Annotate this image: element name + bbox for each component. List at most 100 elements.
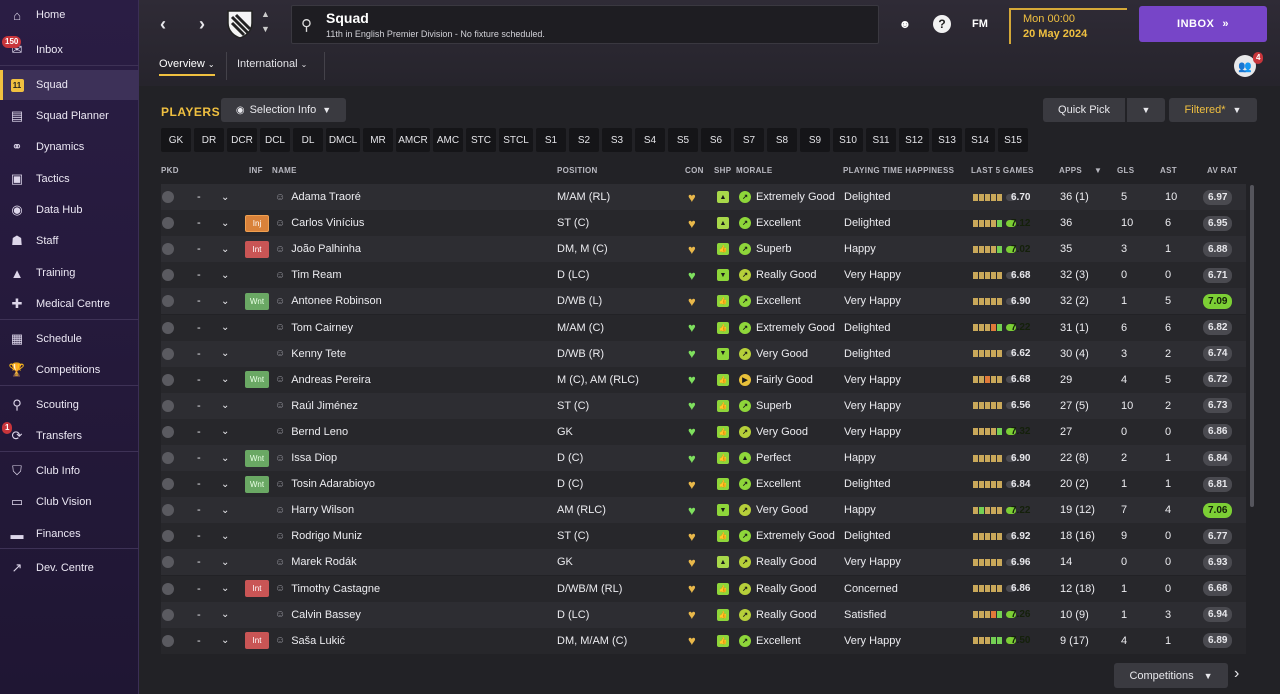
table-row[interactable]: - ⌄ Wnt ☺ Issa Diop D (C) ♥ 👍 ▲ Perfect Happy 6.90 2… — [161, 445, 1246, 471]
pkd-toggle[interactable] — [162, 471, 174, 497]
player-name-cell[interactable]: ☺ Tim Ream — [275, 262, 342, 288]
position-filter-s11[interactable]: S11 — [866, 128, 896, 152]
info-tag[interactable]: Wnt — [245, 288, 269, 314]
col-gls[interactable]: GLS — [1117, 166, 1135, 175]
club-badge-icon[interactable] — [226, 9, 254, 39]
table-row[interactable]: - ⌄ ☺ Harry Wilson AM (RLC) ♥ ▼ ↗ Very Good Happy… — [161, 497, 1246, 524]
row-dropdown-chevron-icon[interactable]: ⌄ — [221, 452, 230, 464]
pkd-toggle[interactable] — [162, 497, 174, 523]
info-tag[interactable]: Int — [245, 628, 269, 654]
player-name[interactable]: Carlos Vinícius — [291, 217, 365, 230]
col-playing-time-happiness[interactable]: PLAYING TIME HAPPINESS — [843, 166, 955, 175]
player-name[interactable]: Antonee Robinson — [291, 295, 382, 308]
fm-menu-button[interactable]: FM — [972, 18, 988, 30]
table-row[interactable]: - ⌄ ☺ Bernd Leno GK ♥ 👍 ↗ Very Good Very Happy 7.3… — [161, 418, 1246, 445]
sidebar-item-data-hub[interactable]: ◉ Data Hub — [0, 195, 139, 225]
position-filter-s12[interactable]: S12 — [899, 128, 929, 152]
row-dropdown-chevron-icon[interactable]: ⌄ — [221, 191, 230, 203]
col-inf[interactable]: INF — [249, 166, 263, 175]
sidebar-item-medical-centre[interactable]: ✚ Medical Centre — [0, 289, 139, 319]
position-filter-gk[interactable]: GK — [161, 128, 191, 152]
pkd-toggle[interactable] — [162, 576, 174, 602]
player-name[interactable]: Marek Rodák — [291, 556, 357, 569]
date-box[interactable]: Mon 00:00 20 May 2024 — [1009, 8, 1127, 44]
pkd-toggle[interactable] — [162, 628, 174, 654]
col-name[interactable]: NAME — [272, 166, 297, 175]
col-apps[interactable]: APPS — [1059, 166, 1082, 175]
table-row[interactable]: - ⌄ ☺ Rodrigo Muniz ST (C) ♥ 👍 ↗ Extremely Good D… — [161, 523, 1246, 550]
position-filter-dcr[interactable]: DCR — [227, 128, 257, 152]
position-filter-s7[interactable]: S7 — [734, 128, 764, 152]
position-filter-stc[interactable]: STC — [466, 128, 496, 152]
sidebar-item-tactics[interactable]: ▣ Tactics — [0, 164, 139, 194]
sidebar-item-dynamics[interactable]: ⚭ Dynamics — [0, 132, 139, 162]
player-name-cell[interactable]: ☺ Saša Lukić — [275, 628, 345, 654]
position-filter-dr[interactable]: DR — [194, 128, 224, 152]
community-icon[interactable]: ☻ — [898, 17, 912, 31]
sidebar-item-club-info[interactable]: ⛉ Club Info — [0, 456, 139, 486]
table-row[interactable]: - ⌄ Int ☺ João Palhinha DM, M (C) ♥ 👍 ↗ Superb Hap… — [161, 236, 1246, 263]
player-name-cell[interactable]: ☺ Issa Diop — [275, 445, 337, 471]
sidebar-item-competitions[interactable]: 🏆 Competitions — [0, 355, 139, 385]
position-filter-s15[interactable]: S15 — [998, 128, 1028, 152]
search-icon[interactable]: ⚲ — [301, 17, 312, 34]
sidebar-item-dev-centre[interactable]: ↗ Dev. Centre — [0, 553, 139, 583]
filtered-button[interactable]: Filtered* ▼ — [1169, 98, 1257, 122]
player-name-cell[interactable]: ☺ Adama Traoré — [275, 184, 361, 210]
info-tag[interactable]: Inj — [245, 210, 269, 236]
player-name-cell[interactable]: ☺ Andreas Pereira — [275, 367, 371, 393]
pkd-toggle[interactable] — [162, 315, 174, 341]
people-icon[interactable]: 👥 — [1234, 55, 1256, 77]
pkd-toggle[interactable] — [162, 523, 174, 549]
col-shp[interactable]: SHP — [714, 166, 732, 175]
player-name-cell[interactable]: ☺ Antonee Robinson — [275, 288, 382, 314]
player-name-cell[interactable]: ☺ Bernd Leno — [275, 419, 348, 445]
selection-info-button[interactable]: ◉ Selection Info ▼ — [221, 98, 346, 122]
player-name-cell[interactable]: ☺ Timothy Castagne — [275, 576, 380, 602]
row-dropdown-chevron-icon[interactable]: ⌄ — [221, 478, 230, 490]
player-name-cell[interactable]: ☺ Marek Rodák — [275, 549, 357, 575]
row-dropdown-chevron-icon[interactable]: ⌄ — [221, 530, 230, 542]
position-filter-mr[interactable]: MR — [363, 128, 393, 152]
row-dropdown-chevron-icon[interactable]: ⌄ — [221, 217, 230, 229]
table-row[interactable]: - ⌄ Int ☺ Saša Lukić DM, M/AM (C) ♥ 👍 ↗ Excellent… — [161, 627, 1246, 654]
col-morale[interactable]: MORALE — [736, 166, 773, 175]
pkd-toggle[interactable] — [162, 549, 174, 575]
position-filter-s1[interactable]: S1 — [536, 128, 566, 152]
position-filter-dmcl[interactable]: DMCL — [326, 128, 360, 152]
position-filter-amc[interactable]: AMC — [433, 128, 463, 152]
sidebar-item-squad[interactable]: 11 Squad — [0, 70, 139, 100]
position-filter-dcl[interactable]: DCL — [260, 128, 290, 152]
table-row[interactable]: - ⌄ ☺ Tom Cairney M/AM (C) ♥ 👍 ↗ Extremely Good D… — [161, 314, 1246, 341]
table-row[interactable]: - ⌄ Wnt ☺ Andreas Pereira M (C), AM (RLC) ♥ 👍 ▶ F… — [161, 366, 1246, 393]
sidebar-item-inbox[interactable]: ✉ Inbox 150 — [0, 35, 139, 65]
player-name-cell[interactable]: ☺ João Palhinha — [275, 236, 361, 262]
table-row[interactable]: - ⌄ Wnt ☺ Tosin Adarabioyo D (C) ♥ 👍 ↗ Excellent D… — [161, 471, 1246, 498]
table-row[interactable]: - ⌄ ☺ Tim Ream D (LC) ♥ ▼ ↗ Really Good Very Happ… — [161, 262, 1246, 289]
chevron-down-icon[interactable]: ▼ — [261, 24, 270, 34]
pkd-toggle[interactable] — [162, 262, 174, 288]
pkd-toggle[interactable] — [162, 236, 174, 262]
row-dropdown-chevron-icon[interactable]: ⌄ — [221, 504, 230, 516]
position-filter-s4[interactable]: S4 — [635, 128, 665, 152]
pkd-toggle[interactable] — [162, 393, 174, 419]
back-arrow-icon[interactable]: ‹ — [160, 13, 166, 34]
table-row[interactable]: - ⌄ Int ☺ Timothy Castagne D/WB/M (RL) ♥ 👍 ↗ Real… — [161, 575, 1246, 602]
player-name[interactable]: Raúl Jiménez — [291, 399, 358, 412]
row-dropdown-chevron-icon[interactable]: ⌄ — [221, 556, 230, 568]
col-con[interactable]: CON — [685, 166, 704, 175]
player-name-cell[interactable]: ☺ Kenny Tete — [275, 341, 346, 367]
inbox-continue-button[interactable]: INBOX » — [1139, 6, 1267, 42]
row-dropdown-chevron-icon[interactable]: ⌄ — [221, 609, 230, 621]
pkd-toggle[interactable] — [162, 210, 174, 236]
row-dropdown-chevron-icon[interactable]: ⌄ — [221, 374, 230, 386]
position-filter-amcr[interactable]: AMCR — [396, 128, 430, 152]
position-filter-s5[interactable]: S5 — [668, 128, 698, 152]
sidebar-item-schedule[interactable]: ▦ Schedule — [0, 324, 139, 354]
position-filter-dl[interactable]: DL — [293, 128, 323, 152]
position-filter-s6[interactable]: S6 — [701, 128, 731, 152]
col-position[interactable]: POSITION — [557, 166, 598, 175]
table-row[interactable]: - ⌄ ☺ Adama Traoré M/AM (RL) ♥ ▲ ↗ Extremely Goo… — [161, 184, 1246, 210]
sidebar-item-transfers[interactable]: ⟳ Transfers 1 — [0, 421, 139, 451]
player-name[interactable]: Andreas Pereira — [291, 373, 371, 386]
